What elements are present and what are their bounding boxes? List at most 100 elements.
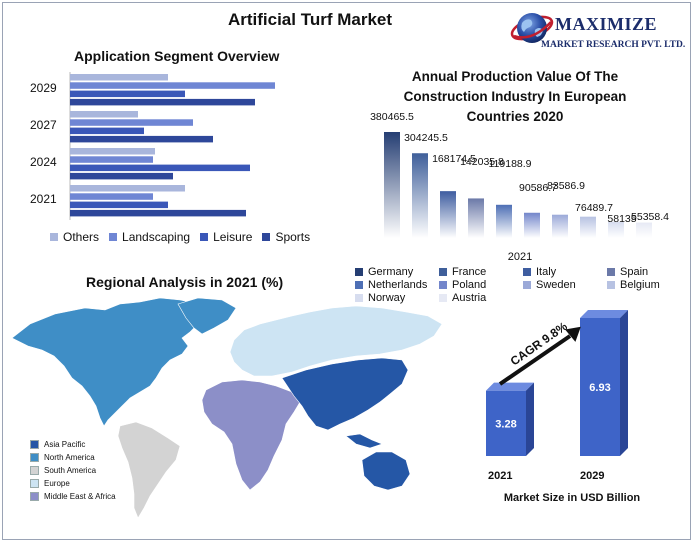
- legend-swatch: [200, 233, 209, 241]
- euro-data-label: 380465.5: [370, 111, 414, 123]
- region-legend-item: North America: [30, 453, 116, 462]
- euro-bar: [608, 221, 624, 238]
- market-year-2029: 2029: [580, 470, 605, 482]
- legend-label: Norway: [368, 292, 406, 304]
- region-legend-item: Europe: [30, 479, 116, 488]
- legend-label: Spain: [620, 266, 649, 278]
- legend-label: Middle East & Africa: [44, 492, 116, 501]
- euro-bar: [524, 212, 540, 238]
- australia-region: [361, 451, 411, 491]
- euro-legend-item: Poland: [439, 279, 523, 291]
- euro-legend-item: Netherlands: [355, 279, 439, 291]
- greenland-region: [177, 297, 237, 335]
- legend-swatch: [523, 281, 531, 289]
- legend-label: Sweden: [536, 279, 576, 291]
- euro-legend-item: Sweden: [523, 279, 607, 291]
- market-bar-top: [486, 382, 534, 391]
- legend-label: Landscaping: [122, 230, 191, 244]
- asia-pacific-region: [281, 357, 409, 431]
- segment-bar: [70, 209, 246, 217]
- euro-data-label: 119188.9: [488, 158, 531, 170]
- segment-bar: [70, 193, 153, 200]
- market-year-2021: 2021: [488, 470, 513, 482]
- legend-swatch: [355, 294, 363, 302]
- segment-bar: [70, 185, 185, 192]
- region-legend-item: Asia Pacific: [30, 440, 116, 449]
- market-bar: [580, 318, 620, 456]
- page-title: Artificial Turf Market: [227, 10, 393, 29]
- legend-item-sports: Sports: [262, 230, 310, 244]
- legend-label: Leisure: [213, 230, 253, 244]
- legend-label: France: [452, 266, 487, 278]
- cagr-arrow-head: [565, 326, 581, 342]
- market-bar-side: [620, 310, 628, 456]
- euro-legend-item: Norway: [355, 292, 439, 304]
- euro-bar: [552, 214, 568, 238]
- euro-legend-item: Spain: [607, 266, 691, 278]
- region-legend-item: Middle East & Africa: [30, 492, 116, 501]
- legend-label: Asia Pacific: [44, 440, 86, 449]
- legend-item-leisure: Leisure: [200, 230, 252, 244]
- legend-swatch: [439, 268, 447, 276]
- legend-swatch: [607, 281, 615, 289]
- euro-legend-item: Belgium: [607, 279, 691, 291]
- euro-legend-item: France: [439, 266, 523, 278]
- legend-swatch: [262, 233, 271, 241]
- segment-bar: [70, 127, 144, 135]
- market-bar: [486, 390, 526, 456]
- market-bar-value: 6.93: [589, 382, 610, 394]
- euro-data-label: 90586.7: [519, 182, 557, 194]
- euro-bar: [412, 153, 428, 238]
- cagr-arrow: [498, 334, 572, 386]
- legend-label: Others: [63, 230, 100, 244]
- euro-bar-chart: 380465.5 304245.5 168174.5142035.8119188.9…: [370, 111, 669, 263]
- euro-data-label: 58135: [607, 213, 636, 225]
- market-bar-top: [580, 310, 628, 318]
- segment-bar: [70, 111, 138, 118]
- legend-item-landscaping: Landscaping: [109, 230, 190, 244]
- legend-label: Europe: [44, 479, 70, 488]
- market-bar-value: 3.28: [495, 418, 516, 430]
- segment-bar: [70, 98, 255, 106]
- legend-label: Germany: [368, 266, 414, 278]
- euro-data-label: 83586.9: [547, 180, 585, 192]
- segment-bar: [70, 82, 275, 89]
- euro-bar: [580, 216, 596, 238]
- segment-bar: [70, 119, 193, 126]
- segment-year-label: 2024: [30, 155, 57, 169]
- legend-label: North America: [44, 453, 95, 462]
- regional-legend: Asia Pacific North America South America Eu…: [30, 440, 126, 505]
- legend-label: Belgium: [620, 279, 660, 291]
- euro-legend-item: Germany: [355, 266, 439, 278]
- segment-bar: [70, 164, 250, 172]
- segment-year-label: 2029: [30, 81, 57, 95]
- segment-bar: [70, 90, 185, 98]
- euro-chart-title: Annual Production Value Of The Construct…: [403, 69, 627, 124]
- euro-bar: [384, 132, 400, 238]
- north-america-region: [11, 297, 216, 427]
- islands-region: [345, 433, 383, 449]
- legend-label: Italy: [536, 266, 557, 278]
- segment-bar: [70, 135, 213, 143]
- euro-data-label: 168174.5: [432, 153, 476, 165]
- euro-bar: [468, 198, 484, 238]
- euro-legend-item: Austria: [439, 292, 523, 304]
- segment-year-label: 2021: [30, 192, 57, 206]
- segment-legend: Others Landscaping Leisure Sports: [50, 230, 320, 244]
- legend-swatch: [30, 466, 39, 475]
- regional-title: Regional Analysis in 2021 (%): [86, 274, 284, 290]
- legend-swatch: [109, 233, 118, 241]
- legend-label: Austria: [452, 292, 487, 304]
- legend-swatch: [355, 268, 363, 276]
- logo-name: MAXIMIZE: [555, 14, 657, 34]
- legend-item-others: Others: [50, 230, 99, 244]
- legend-swatch: [607, 268, 615, 276]
- segment-bar: [70, 74, 168, 81]
- legend-swatch: [523, 268, 531, 276]
- legend-swatch: [30, 453, 39, 462]
- segment-bar-chart: 2029 2027 2024 2021: [30, 72, 275, 220]
- legend-swatch: [30, 440, 39, 449]
- euro-data-label: 55358.4: [631, 211, 669, 223]
